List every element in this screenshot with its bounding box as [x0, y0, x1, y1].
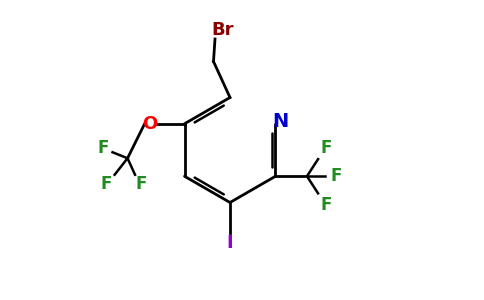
Text: N: N	[273, 112, 289, 131]
Text: O: O	[142, 115, 158, 133]
Text: F: F	[98, 139, 109, 157]
Text: F: F	[136, 175, 147, 193]
Text: I: I	[227, 234, 233, 252]
Text: F: F	[101, 175, 112, 193]
Text: F: F	[320, 196, 332, 214]
Text: Br: Br	[211, 21, 234, 39]
Text: F: F	[331, 167, 342, 185]
Text: F: F	[320, 139, 332, 157]
